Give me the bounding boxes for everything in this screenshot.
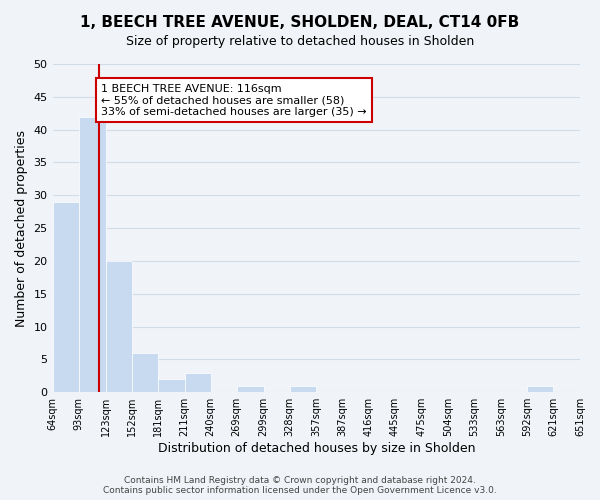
Bar	[106, 261, 131, 392]
Bar	[185, 372, 211, 392]
Bar	[290, 386, 316, 392]
Bar	[53, 202, 79, 392]
Y-axis label: Number of detached properties: Number of detached properties	[15, 130, 28, 326]
Text: 1, BEECH TREE AVENUE, SHOLDEN, DEAL, CT14 0FB: 1, BEECH TREE AVENUE, SHOLDEN, DEAL, CT1…	[80, 15, 520, 30]
Bar	[158, 379, 185, 392]
X-axis label: Distribution of detached houses by size in Sholden: Distribution of detached houses by size …	[158, 442, 475, 455]
Text: Contains HM Land Registry data © Crown copyright and database right 2024.
Contai: Contains HM Land Registry data © Crown c…	[103, 476, 497, 495]
Bar	[237, 386, 264, 392]
Text: 1 BEECH TREE AVENUE: 116sqm
← 55% of detached houses are smaller (58)
33% of sem: 1 BEECH TREE AVENUE: 116sqm ← 55% of det…	[101, 84, 367, 117]
Text: Size of property relative to detached houses in Sholden: Size of property relative to detached ho…	[126, 35, 474, 48]
Bar	[131, 353, 158, 392]
Bar	[79, 116, 106, 392]
Bar	[527, 386, 553, 392]
